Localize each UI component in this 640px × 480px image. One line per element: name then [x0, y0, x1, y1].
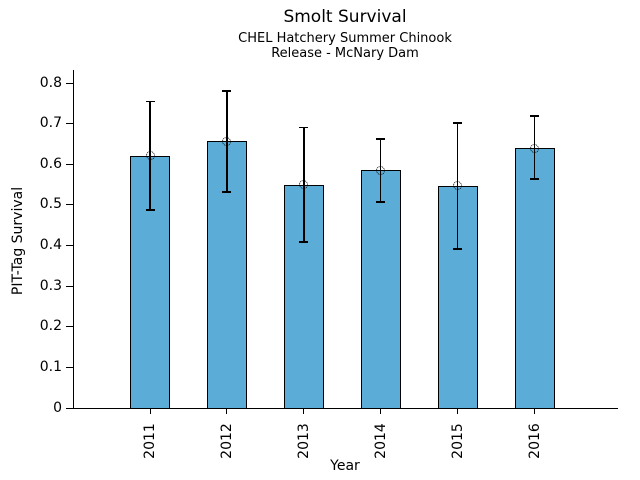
- y-tick-label: 0.6: [39, 155, 62, 172]
- error-cap-bottom: [222, 191, 232, 193]
- data-point-marker-icon: [453, 181, 463, 191]
- error-cap-bottom: [453, 248, 463, 250]
- y-tick-label: 0: [53, 399, 62, 416]
- chart-title: Smolt Survival: [283, 7, 407, 27]
- plot-area: [73, 70, 618, 409]
- error-cap-top: [530, 115, 539, 117]
- x-tick-label: 2015: [449, 423, 466, 459]
- error-cap-bottom: [299, 241, 309, 243]
- y-tick-mark: [66, 285, 73, 287]
- y-tick-label: 0.7: [39, 115, 62, 132]
- y-tick-mark: [66, 123, 73, 125]
- y-tick-label: 0.1: [39, 358, 62, 375]
- x-tick-label: 2014: [372, 423, 389, 459]
- data-point-marker-icon: [376, 165, 386, 175]
- y-tick-label: 0.4: [39, 237, 62, 253]
- x-tick-mark: [380, 408, 382, 414]
- x-tick-label: 2016: [526, 423, 543, 459]
- y-tick-label: 0.8: [39, 74, 62, 91]
- x-tick-label: 2011: [142, 423, 158, 459]
- error-cap-top: [453, 122, 463, 124]
- error-cap-top: [299, 126, 309, 129]
- x-tick-mark: [149, 408, 151, 414]
- error-cap-top: [222, 90, 232, 92]
- data-point-marker-icon: [299, 180, 309, 190]
- y-tick-mark: [66, 407, 73, 409]
- x-axis-label: Year: [330, 458, 360, 474]
- y-tick-mark: [66, 163, 73, 165]
- chart-subtitle-line1: CHEL Hatchery Summer Chinook: [238, 31, 452, 46]
- y-tick-mark: [66, 366, 73, 368]
- error-cap-bottom: [530, 178, 539, 180]
- chart-subtitle-line2: Release - McNary Dam: [271, 46, 419, 61]
- x-tick-mark: [303, 408, 305, 414]
- y-tick-label: 0.2: [39, 318, 62, 335]
- bar: [514, 148, 555, 409]
- data-point-marker-icon: [222, 136, 232, 146]
- x-tick-label: 2013: [295, 423, 312, 459]
- bar: [360, 170, 401, 409]
- error-cap-top: [145, 100, 155, 103]
- y-tick-label: 0.3: [39, 277, 62, 294]
- error-cap-bottom: [145, 209, 155, 211]
- y-tick-label: 0.5: [39, 196, 62, 213]
- x-tick-mark: [534, 408, 535, 414]
- data-point-marker-icon: [530, 143, 539, 153]
- x-tick-label: 2012: [218, 423, 235, 459]
- y-tick-mark: [66, 245, 73, 246]
- data-point-marker-icon: [145, 151, 155, 161]
- y-tick-mark: [66, 204, 73, 206]
- error-cap-top: [376, 138, 386, 140]
- y-tick-mark: [66, 326, 73, 328]
- y-tick-mark: [66, 82, 73, 84]
- error-cap-bottom: [376, 201, 386, 203]
- x-tick-mark: [226, 408, 228, 414]
- x-tick-mark: [457, 408, 459, 414]
